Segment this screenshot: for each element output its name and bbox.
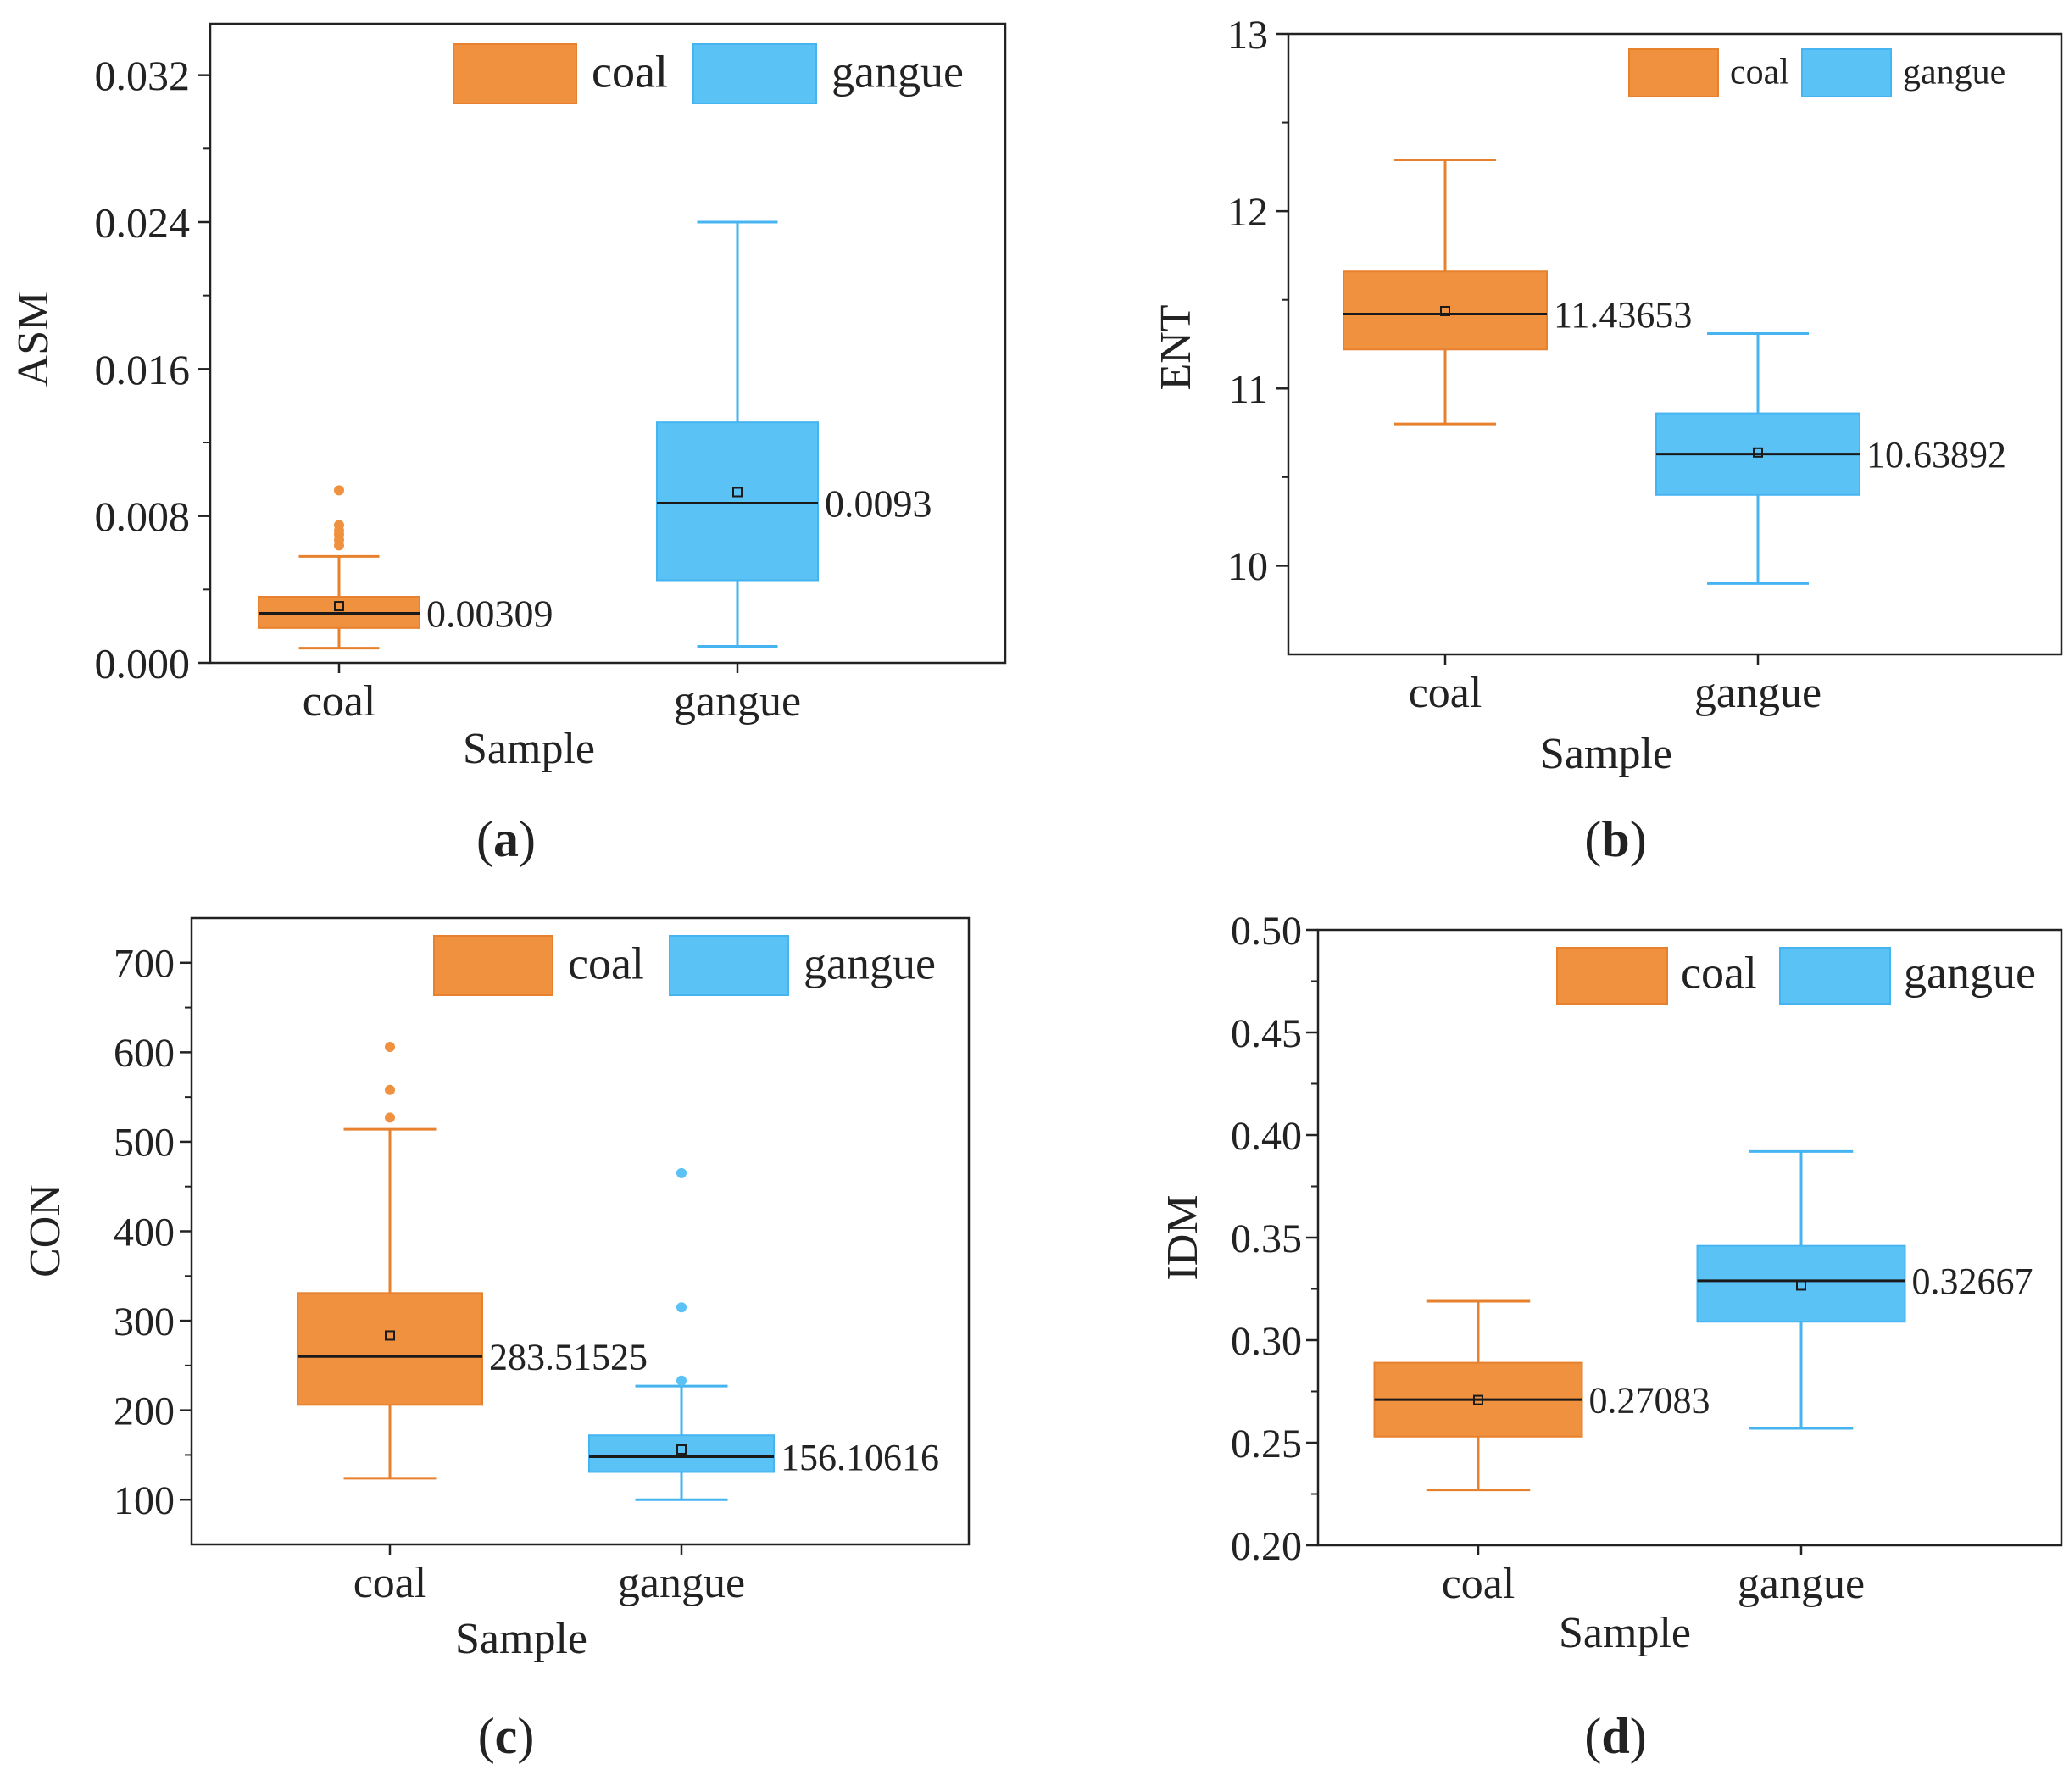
- box-gangue: [1696, 1244, 1906, 1323]
- panel-label: (b): [1584, 811, 1646, 867]
- y-tick-label: 200: [114, 1389, 175, 1433]
- mean-marker: [1753, 447, 1763, 458]
- outlier-point: [334, 485, 344, 496]
- panel-label: (c): [478, 1708, 535, 1764]
- x-tick-label: coal: [353, 1559, 427, 1607]
- y-tick-label: 0.35: [1231, 1216, 1302, 1261]
- y-tick-label: 0.50: [1231, 909, 1302, 954]
- mean-value-label: 0.32667: [1912, 1261, 2033, 1302]
- y-tick-label: 11: [1229, 367, 1268, 412]
- y-tick-label: 0.20: [1231, 1524, 1302, 1569]
- x-axis-label: Sample: [1540, 730, 1672, 778]
- legend-swatch-coal: [433, 935, 553, 996]
- outlier-point: [385, 1084, 395, 1095]
- y-tick-label: 13: [1227, 13, 1268, 58]
- legend-label-coal: coal: [568, 938, 644, 988]
- mean-marker: [385, 1330, 395, 1341]
- y-tick-label: 0.45: [1231, 1011, 1302, 1056]
- legend-label-coal: coal: [1681, 948, 1757, 999]
- y-tick-label: 600: [114, 1031, 175, 1076]
- outlier-point: [676, 1167, 687, 1178]
- legend-swatch-gangue: [1779, 947, 1891, 1005]
- plot-frame: [1287, 32, 2063, 656]
- mean-value-label: 0.00309: [426, 593, 553, 636]
- mean-marker: [1473, 1394, 1483, 1405]
- legend-swatch-gangue: [692, 43, 817, 104]
- x-axis-label: Sample: [463, 725, 595, 773]
- legend-swatch-gangue: [669, 935, 789, 996]
- x-axis-label: Sample: [1559, 1609, 1691, 1657]
- y-axis-label: IDM: [1159, 1194, 1207, 1280]
- y-tick-label: 100: [114, 1478, 175, 1523]
- y-tick-label: 12: [1227, 190, 1268, 235]
- legend-label-gangue: gangue: [831, 46, 964, 97]
- mean-value-label: 283.51525: [489, 1337, 648, 1378]
- legend-swatch-coal: [1628, 48, 1719, 97]
- mean-marker: [732, 487, 743, 498]
- legend-swatch-coal: [1556, 947, 1668, 1005]
- legend-label-gangue: gangue: [804, 938, 936, 988]
- y-tick-label: 0.30: [1231, 1319, 1302, 1364]
- mean-value-label: 156.10616: [781, 1437, 939, 1478]
- x-tick-label: coal: [303, 677, 376, 726]
- x-tick-label: gangue: [1694, 669, 1821, 717]
- mean-value-label: 10.63892: [1866, 434, 2006, 476]
- y-tick-label: 0.016: [95, 346, 191, 393]
- outlier-point: [385, 1042, 395, 1053]
- x-tick-label: gangue: [1738, 1560, 1865, 1608]
- y-tick-label: 0.000: [95, 640, 191, 687]
- mean-value-label: 11.43653: [1554, 294, 1692, 336]
- panel-label: (d): [1584, 1708, 1646, 1764]
- box-gangue: [656, 421, 819, 582]
- legend-label-gangue: gangue: [1904, 948, 2036, 999]
- panel-label: (a): [476, 811, 536, 867]
- plot-frame: [1316, 928, 2063, 1547]
- y-tick-label: 0.024: [95, 199, 191, 247]
- y-axis-label: ASM: [9, 292, 58, 387]
- mean-value-label: 0.27083: [1589, 1380, 1710, 1422]
- mean-marker: [334, 601, 344, 612]
- legend-label-coal: coal: [1730, 53, 1789, 92]
- y-axis-label: CON: [21, 1184, 70, 1277]
- mean-marker: [1796, 1280, 1806, 1291]
- outlier-point: [334, 520, 344, 531]
- legend-swatch-coal: [453, 43, 577, 104]
- y-tick-label: 500: [114, 1121, 175, 1166]
- y-tick-label: 700: [114, 942, 175, 987]
- y-tick-label: 0.40: [1231, 1114, 1302, 1159]
- y-tick-label: 400: [114, 1210, 175, 1255]
- y-axis-label: ENT: [1152, 304, 1200, 390]
- legend-label-coal: coal: [592, 46, 668, 97]
- y-tick-label: 300: [114, 1299, 175, 1344]
- outlier-point: [676, 1302, 687, 1313]
- x-axis-label: Sample: [455, 1615, 587, 1663]
- y-tick-label: 0.25: [1231, 1422, 1302, 1466]
- x-tick-label: coal: [1442, 1560, 1516, 1608]
- legend-label-gangue: gangue: [1903, 53, 2005, 92]
- mean-marker: [1440, 305, 1450, 316]
- x-tick-label: gangue: [674, 677, 801, 726]
- x-tick-label: coal: [1409, 669, 1482, 717]
- y-tick-label: 10: [1227, 544, 1268, 589]
- y-tick-label: 0.032: [95, 52, 191, 99]
- mean-marker: [676, 1444, 687, 1455]
- outlier-point: [676, 1375, 687, 1386]
- box-coal: [1343, 270, 1548, 351]
- box-coal: [297, 1292, 483, 1406]
- x-tick-label: gangue: [618, 1559, 745, 1607]
- mean-value-label: 0.0093: [825, 482, 932, 526]
- y-tick-label: 0.008: [95, 493, 191, 540]
- outlier-point: [385, 1112, 395, 1123]
- legend-swatch-gangue: [1801, 48, 1892, 97]
- plot-frame: [209, 22, 1007, 665]
